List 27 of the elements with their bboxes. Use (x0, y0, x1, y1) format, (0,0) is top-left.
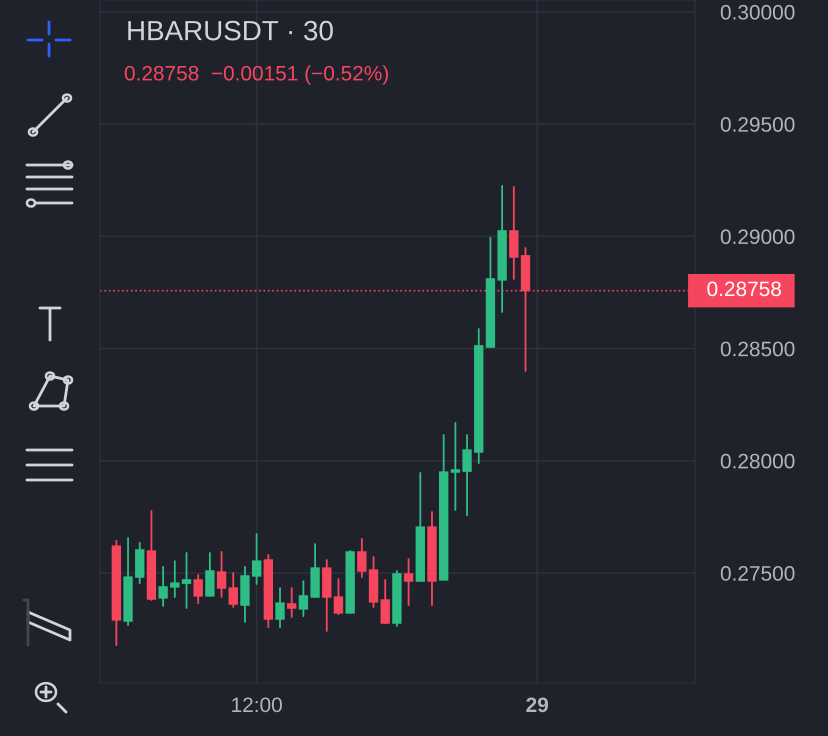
text: HBARUSDT · 30 (128, 20, 333, 40)
candlestick (158, 566, 168, 607)
ref-line-label: 0.28758 (707, 282, 781, 296)
text: 0.28758 −0.00151 (−0.52%) (124, 65, 388, 85)
candlestick (357, 538, 367, 578)
candlestick (287, 587, 296, 618)
y-tick-label: 0.27500 (720, 566, 794, 581)
candlestick (275, 587, 285, 628)
candlestick (194, 574, 203, 604)
y-tick-label: 0.28500 (720, 342, 794, 356)
candlestick (252, 533, 262, 585)
x-tick-label: 12:00 (232, 697, 282, 712)
y-tick-label: 0.29000 (720, 229, 794, 244)
y-tick-label: 0.29500 (720, 117, 794, 132)
candlestick (170, 560, 180, 598)
candlestick (450, 422, 460, 511)
candlestick (228, 572, 238, 608)
y-tick-label: 0.28000 (720, 454, 794, 469)
candlestick (216, 551, 226, 598)
candlestick (404, 558, 414, 606)
x-tick-label: 29 (526, 697, 548, 712)
candlestick (462, 434, 472, 516)
y-tick-label: 0.30000 (720, 4, 794, 20)
candlestick (182, 552, 192, 609)
candlestick (380, 579, 390, 624)
candlestick (298, 580, 308, 618)
candlestick (334, 578, 344, 615)
